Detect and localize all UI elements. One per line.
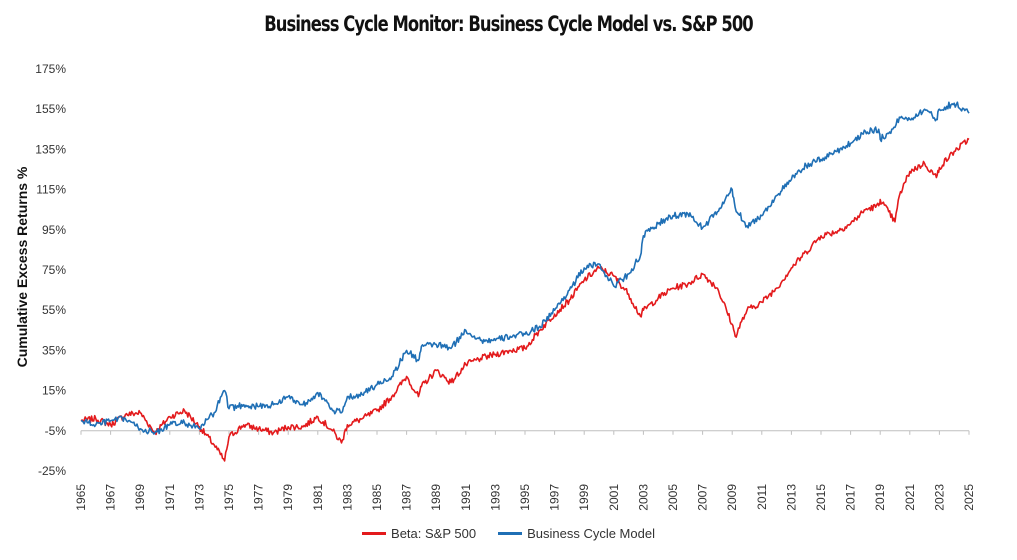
legend: Beta: S&P 500 Business Cycle Model <box>0 526 1017 541</box>
x-tick-label: 1965 <box>74 484 88 511</box>
x-tick-label: 2011 <box>755 484 769 510</box>
y-tick-label: 55% <box>42 303 66 317</box>
series-layer <box>80 101 970 462</box>
y-tick-label: 175% <box>35 62 66 76</box>
x-tick-label: 1999 <box>577 484 591 511</box>
y-tick-label: 15% <box>42 384 66 398</box>
x-tick-label: 1987 <box>400 484 414 511</box>
x-tick-label: 1967 <box>104 484 118 511</box>
x-tick-label: 2007 <box>696 484 710 511</box>
x-tick-label: 2025 <box>962 484 976 511</box>
y-tick-label: 75% <box>42 263 66 277</box>
x-tick-label: 1997 <box>548 484 562 511</box>
y-tick-label: 135% <box>35 142 66 156</box>
x-tick-label: 1971 <box>163 484 177 511</box>
y-tick-label: 35% <box>42 343 66 357</box>
x-tick-label: 2003 <box>636 484 650 511</box>
y-tick-label: 95% <box>42 223 66 237</box>
legend-swatch-model <box>498 532 523 535</box>
x-tick-label: 1979 <box>281 484 295 511</box>
y-tick-label: 115% <box>36 183 66 197</box>
series-line-sp500 <box>80 137 970 462</box>
x-tick-label: 2005 <box>666 484 680 511</box>
x-tick-label: 2023 <box>932 484 946 511</box>
legend-label-model: Business Cycle Model <box>527 526 655 541</box>
legend-label-sp500: Beta: S&P 500 <box>391 526 477 541</box>
y-tick-labels: 175% 155% 135% 115% 95% 75% 55% 35% 15% -5% -25% <box>35 62 66 478</box>
x-tick-label: 1989 <box>429 484 443 511</box>
x-tick-label: 1969 <box>133 484 147 511</box>
x-tick-label: 2017 <box>844 484 858 511</box>
x-tick-label: 1985 <box>370 484 384 511</box>
y-tick-label: -25% <box>38 464 66 478</box>
x-tick-labels: 1965 1967 1969 1971 1973 1975 1977 1979 1981 1983… <box>74 484 976 511</box>
x-tick-label: 1991 <box>459 484 473 511</box>
legend-item-model: Business Cycle Model <box>498 526 655 541</box>
legend-swatch-sp500 <box>362 532 387 535</box>
x-tick-label: 2013 <box>784 484 798 511</box>
x-tick-label: 1995 <box>518 484 532 511</box>
y-tick-label: -5% <box>45 424 67 438</box>
series-line-model <box>80 101 970 435</box>
x-tick-label: 1975 <box>222 484 236 511</box>
x-tick-label: 2001 <box>607 484 621 511</box>
y-tick-label: 155% <box>35 102 66 116</box>
x-tick-label: 2019 <box>873 484 887 511</box>
x-tick-label: 1973 <box>192 484 206 511</box>
x-tick-label: 1983 <box>340 484 354 511</box>
x-tick-label: 2009 <box>725 484 739 511</box>
x-axis <box>80 430 970 435</box>
legend-item-sp500: Beta: S&P 500 <box>362 526 476 541</box>
x-tick-label: 1977 <box>252 484 266 511</box>
x-tick-label: 2015 <box>814 484 828 511</box>
x-tick-label: 1981 <box>311 484 325 511</box>
x-tick-label: 2021 <box>903 484 917 511</box>
chart-title: Business Cycle Monitor: Business Cycle M… <box>264 12 753 36</box>
x-tick-label: 1993 <box>488 484 502 511</box>
